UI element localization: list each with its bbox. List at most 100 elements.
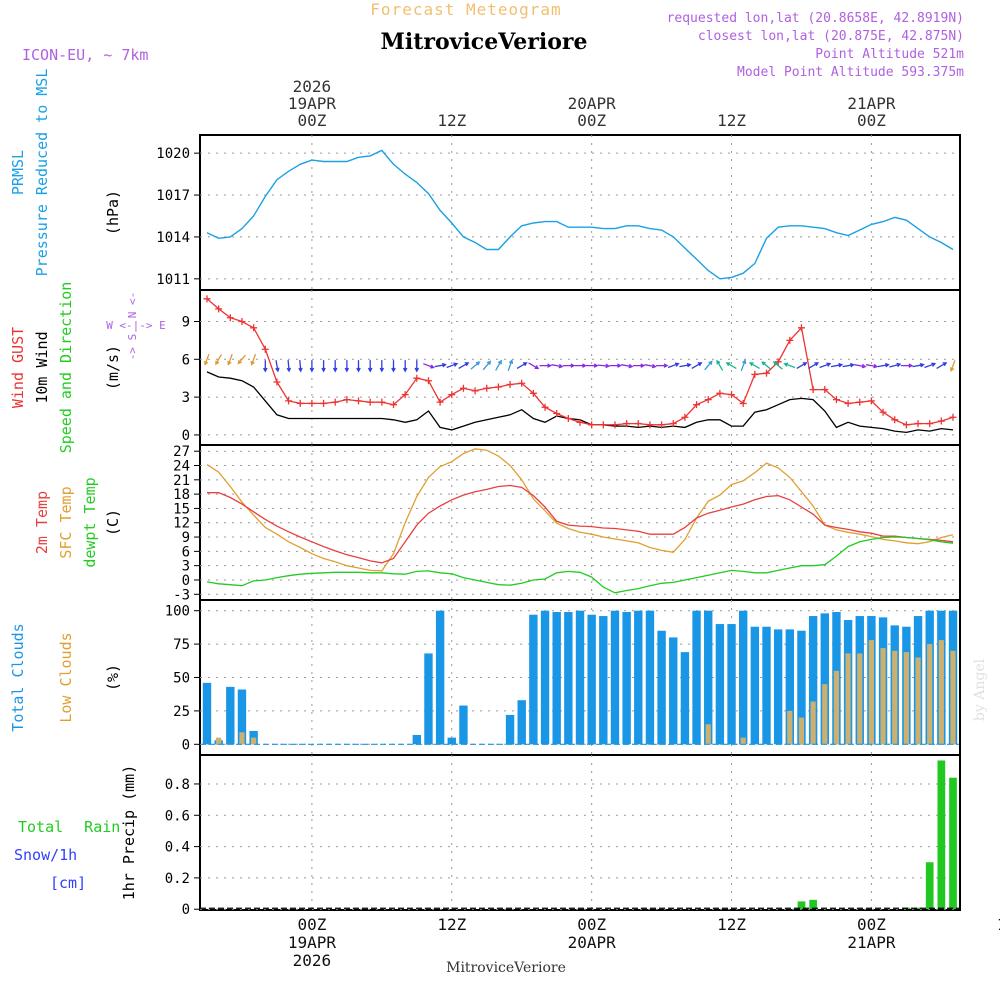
top-tick-label: 00Z <box>297 111 326 130</box>
compass-east-west: W <-|-> E <box>106 319 166 332</box>
pressure-frame <box>199 134 961 291</box>
wind-arrow <box>854 363 867 369</box>
wind-arrow <box>562 363 576 368</box>
temperature-plot <box>206 448 954 594</box>
wind-arrow <box>309 360 315 373</box>
total-cloud-bar <box>575 610 585 745</box>
pressure-panel: 1011 1014 1017 1020 (hPa) PRMSL Pressure Reduc… <box>9 69 961 291</box>
total-cloud-bar <box>237 689 247 745</box>
gust-marker <box>809 386 817 394</box>
low-cloud-bar <box>833 670 840 745</box>
temperature-ytick-label: 12 <box>173 516 190 532</box>
total-cloud-bar <box>447 737 456 745</box>
temperature-ytick-label: 6 <box>182 544 190 560</box>
gust-marker <box>483 384 491 392</box>
wind-arrow <box>936 362 948 369</box>
total-cloud-bar <box>750 626 760 745</box>
temperature-ytick-label: 21 <box>173 473 190 489</box>
gust-marker <box>763 369 771 377</box>
temperature-ytick-label: 9 <box>182 530 190 546</box>
gust-marker <box>949 413 957 421</box>
total-cloud-bar <box>505 714 515 745</box>
rain-bar <box>914 907 922 909</box>
gust-marker <box>821 386 829 394</box>
wind-arrow <box>402 360 408 373</box>
total-cloud-bar <box>552 612 561 745</box>
total-cloud-bar <box>202 682 212 745</box>
gust-marker <box>296 399 304 407</box>
wind-arrow <box>434 362 447 368</box>
gust-marker <box>623 420 631 428</box>
rain-bar <box>809 899 817 909</box>
gust-marker <box>693 401 701 409</box>
wind-ytick-label: 0 <box>182 428 190 444</box>
total-cloud-bar <box>610 610 620 745</box>
closest-coords: closest lon,lat (20.875E, 42.875N) <box>698 29 964 44</box>
wind-arrow <box>470 361 481 370</box>
wind-title: Wind GUST <box>9 327 27 408</box>
wind-arrow <box>516 362 528 369</box>
total-cloud-bar <box>564 612 573 745</box>
gust-marker <box>914 420 922 428</box>
precip-title: Total Rain <box>18 818 120 836</box>
gust-marker <box>832 396 840 404</box>
precip-frame <box>199 754 961 911</box>
total-cloud-bar <box>669 637 678 745</box>
wind-ytick-label: 6 <box>182 352 190 368</box>
precip-title: [cm] <box>50 874 86 892</box>
gust-marker <box>343 396 351 404</box>
gust-marker <box>413 374 421 382</box>
total-cloud-bar <box>808 616 818 745</box>
bottom-tick-label: 00Z <box>857 915 886 934</box>
gust-marker <box>634 420 642 428</box>
gust-marker <box>588 421 596 429</box>
pressure-title: Pressure Reduced to MSL <box>33 69 51 277</box>
total-cloud-bar <box>540 610 550 745</box>
low-cloud-bar <box>950 650 956 745</box>
wind-title: 10m Wind <box>33 331 51 403</box>
wind-arrow <box>632 363 646 368</box>
low-cloud-bar <box>892 650 898 745</box>
precip-ytick-label: 0.6 <box>165 808 190 824</box>
clouds-panel: 0 25 50 75 100 (%) Total Clouds Low Clouds <box>9 599 961 756</box>
gust-marker <box>926 420 934 428</box>
wind-arrow <box>877 362 890 368</box>
chart-title: Forecast Meteogram <box>370 0 561 19</box>
rain-bar <box>937 760 946 909</box>
gust-marker <box>273 378 281 386</box>
pressure-ytick-label: 1014 <box>156 230 190 246</box>
wind-arrow <box>332 360 338 373</box>
wind-arrow <box>275 360 280 373</box>
gust-marker <box>366 398 374 406</box>
wind-arrow <box>667 362 680 369</box>
wind-arrow <box>356 360 361 373</box>
wind-arrow <box>912 362 925 368</box>
wind-arrow <box>227 353 233 366</box>
wind-arrow <box>949 360 956 373</box>
total-cloud-bar <box>412 734 422 745</box>
total-cloud-bar <box>773 629 783 745</box>
wind-arrow <box>237 354 246 365</box>
point-altitude: Point Altitude 521m <box>815 47 964 62</box>
bottom-tick-label: 19APR <box>288 933 337 952</box>
low-cloud-bar <box>822 684 828 745</box>
bottom-tick-label: 12Z <box>997 915 1000 934</box>
top-tick-label: 12Z <box>437 111 466 130</box>
gust-marker <box>355 397 363 405</box>
top-tick-label: 12Z <box>717 111 746 130</box>
low-cloud-bar <box>868 640 875 745</box>
total-cloud-bar <box>587 614 596 745</box>
low-cloud-bar <box>927 644 933 745</box>
total-cloud-bar <box>435 610 445 745</box>
temp-2m-line <box>207 484 954 564</box>
clouds-title: Low Clouds <box>57 632 75 722</box>
gust-marker <box>250 324 258 332</box>
clouds-ytick-label: 50 <box>173 671 190 687</box>
gust-marker <box>681 413 689 421</box>
low-cloud-bar <box>251 737 257 745</box>
wind-arrow <box>740 359 747 372</box>
total-cloud-bar <box>645 610 655 745</box>
temperature-title: SFC Temp <box>57 486 75 558</box>
total-cloud-bar <box>657 630 666 745</box>
wind-arrow <box>539 363 552 368</box>
